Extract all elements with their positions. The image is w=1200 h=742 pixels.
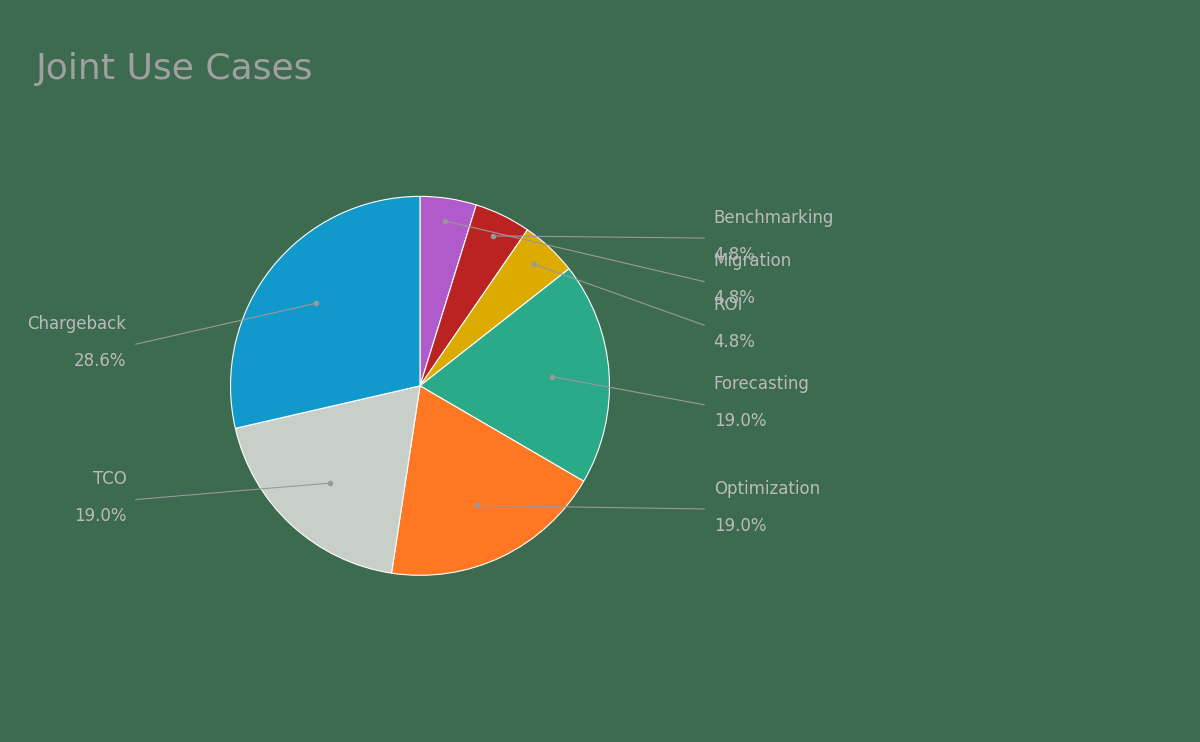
Text: 4.8%: 4.8%: [714, 333, 756, 351]
Wedge shape: [391, 386, 583, 575]
Wedge shape: [420, 205, 528, 386]
Text: Forecasting: Forecasting: [714, 375, 810, 393]
Text: ROI: ROI: [714, 296, 743, 314]
Text: 28.6%: 28.6%: [74, 352, 126, 370]
Wedge shape: [235, 386, 420, 573]
Text: TCO: TCO: [92, 470, 126, 488]
Text: Joint Use Cases: Joint Use Cases: [36, 52, 313, 86]
Text: Benchmarking: Benchmarking: [714, 209, 834, 227]
Wedge shape: [230, 197, 420, 428]
Wedge shape: [420, 197, 476, 386]
Text: 4.8%: 4.8%: [714, 246, 756, 263]
Text: 4.8%: 4.8%: [714, 289, 756, 307]
Text: 19.0%: 19.0%: [714, 516, 766, 534]
Text: 19.0%: 19.0%: [714, 413, 766, 430]
Text: Migration: Migration: [714, 252, 792, 270]
Text: Chargeback: Chargeback: [28, 315, 126, 333]
Text: Optimization: Optimization: [714, 479, 820, 498]
Text: 19.0%: 19.0%: [74, 507, 126, 525]
Wedge shape: [420, 269, 610, 482]
Wedge shape: [420, 230, 569, 386]
